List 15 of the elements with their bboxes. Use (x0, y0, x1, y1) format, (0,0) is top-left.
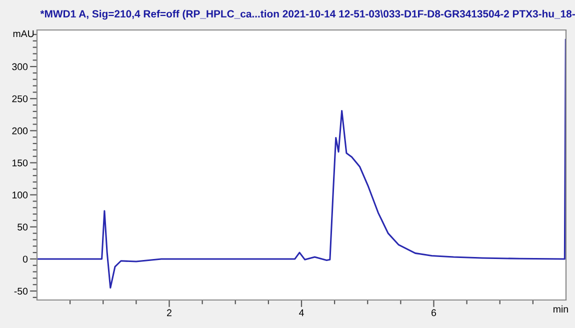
y-tick-label: 300 (12, 63, 28, 70)
y-tick-label: -50 (14, 288, 28, 295)
x-tick-label: 6 (432, 309, 436, 316)
y-tick-label: 250 (12, 95, 28, 102)
y-tick-label: 200 (12, 127, 28, 134)
x-axis-title: min (554, 305, 568, 312)
x-tick-label: 4 (299, 309, 304, 316)
y-axis-title: mAU (13, 30, 34, 38)
y-tick-label: 50 (18, 224, 28, 231)
chart-title: *MWD1 A, Sig=210,4 Ref=off (RP_HPLC_ca...tion 2021-10-14 12-51-03\033-D1F-D8-GR3413504-2 PTX3-hu_18- (40, 10, 575, 20)
y-tick-label: 0 (22, 256, 28, 263)
x-tick-label: 2 (167, 309, 172, 316)
y-tick-label: 150 (12, 159, 28, 166)
line-series (37, 38, 566, 289)
y-tick-label: 100 (12, 192, 28, 198)
